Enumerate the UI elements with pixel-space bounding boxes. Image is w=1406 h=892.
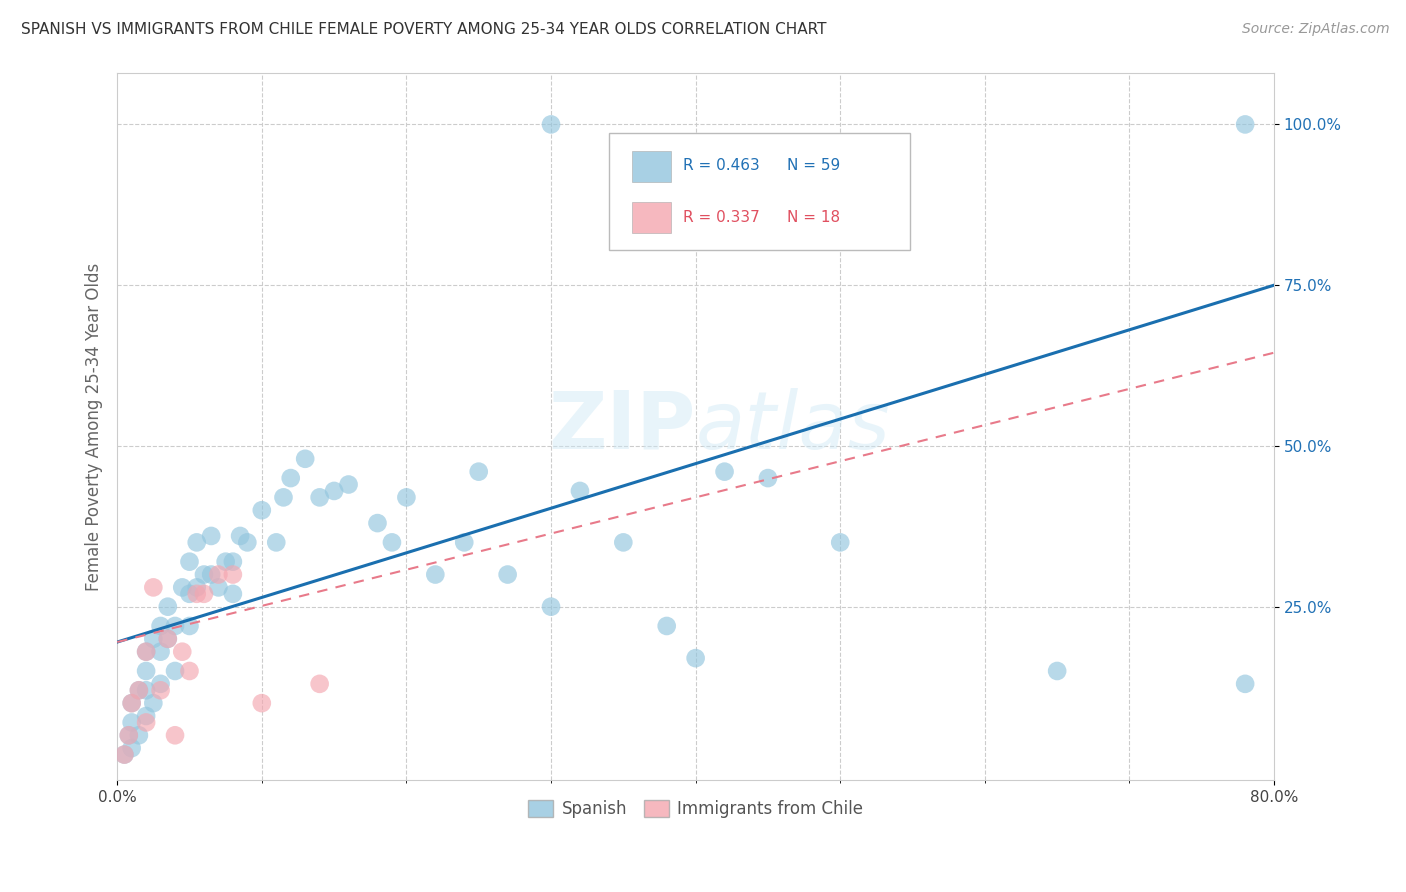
- Point: [163, 664, 186, 678]
- Point: [200, 567, 222, 582]
- Point: [179, 619, 201, 633]
- Point: [366, 516, 388, 530]
- Text: Source: ZipAtlas.com: Source: ZipAtlas.com: [1241, 22, 1389, 37]
- Point: [214, 555, 236, 569]
- Point: [229, 529, 252, 543]
- Point: [308, 491, 330, 505]
- Point: [156, 632, 179, 646]
- Point: [467, 465, 489, 479]
- Point: [128, 683, 150, 698]
- Point: [128, 728, 150, 742]
- Point: [294, 451, 316, 466]
- Point: [135, 715, 157, 730]
- Point: [135, 664, 157, 678]
- Point: [280, 471, 302, 485]
- Point: [163, 619, 186, 633]
- Text: N = 18: N = 18: [787, 210, 841, 225]
- Point: [308, 677, 330, 691]
- Text: atlas: atlas: [696, 388, 890, 466]
- Point: [186, 535, 208, 549]
- Point: [830, 535, 852, 549]
- Point: [121, 696, 143, 710]
- Point: [425, 567, 447, 582]
- Point: [135, 645, 157, 659]
- Point: [179, 555, 201, 569]
- Point: [1234, 677, 1257, 691]
- FancyBboxPatch shape: [633, 151, 671, 182]
- Point: [156, 599, 179, 614]
- Text: R = 0.337: R = 0.337: [683, 210, 759, 225]
- FancyBboxPatch shape: [633, 202, 671, 233]
- Point: [142, 632, 165, 646]
- Point: [112, 747, 135, 762]
- Point: [207, 581, 229, 595]
- Point: [179, 587, 201, 601]
- Point: [149, 677, 172, 691]
- Point: [1046, 664, 1069, 678]
- Point: [273, 491, 295, 505]
- Point: [135, 683, 157, 698]
- Point: [1234, 117, 1257, 131]
- Point: [381, 535, 404, 549]
- Point: [496, 567, 519, 582]
- Point: [186, 587, 208, 601]
- Text: ZIP: ZIP: [548, 388, 696, 466]
- Point: [112, 747, 135, 762]
- Point: [713, 465, 735, 479]
- Point: [121, 696, 143, 710]
- Point: [207, 567, 229, 582]
- Point: [250, 696, 273, 710]
- Point: [453, 535, 475, 549]
- Point: [193, 587, 215, 601]
- Point: [222, 555, 245, 569]
- Point: [121, 741, 143, 756]
- Point: [323, 483, 346, 498]
- Point: [142, 581, 165, 595]
- Point: [222, 587, 245, 601]
- Point: [756, 471, 779, 485]
- Point: [236, 535, 259, 549]
- Point: [121, 715, 143, 730]
- FancyBboxPatch shape: [609, 133, 910, 250]
- Point: [128, 683, 150, 698]
- Y-axis label: Female Poverty Among 25-34 Year Olds: Female Poverty Among 25-34 Year Olds: [86, 262, 103, 591]
- Point: [193, 567, 215, 582]
- Point: [200, 529, 222, 543]
- Point: [172, 645, 194, 659]
- Point: [118, 728, 141, 742]
- Point: [118, 728, 141, 742]
- Point: [172, 581, 194, 595]
- Point: [156, 632, 179, 646]
- Text: N = 59: N = 59: [787, 158, 841, 173]
- Point: [149, 645, 172, 659]
- Point: [685, 651, 707, 665]
- Point: [149, 683, 172, 698]
- Point: [612, 535, 634, 549]
- Point: [395, 491, 418, 505]
- Point: [250, 503, 273, 517]
- Point: [264, 535, 287, 549]
- Point: [179, 664, 201, 678]
- Legend: Spanish, Immigrants from Chile: Spanish, Immigrants from Chile: [522, 794, 870, 825]
- Point: [222, 567, 245, 582]
- Point: [337, 477, 360, 491]
- Point: [655, 619, 678, 633]
- Point: [163, 728, 186, 742]
- Point: [149, 619, 172, 633]
- Point: [568, 483, 591, 498]
- Text: SPANISH VS IMMIGRANTS FROM CHILE FEMALE POVERTY AMONG 25-34 YEAR OLDS CORRELATIO: SPANISH VS IMMIGRANTS FROM CHILE FEMALE …: [21, 22, 827, 37]
- Point: [142, 696, 165, 710]
- Point: [135, 645, 157, 659]
- Point: [540, 599, 562, 614]
- Point: [135, 709, 157, 723]
- Point: [186, 581, 208, 595]
- Text: R = 0.463: R = 0.463: [683, 158, 759, 173]
- Point: [540, 117, 562, 131]
